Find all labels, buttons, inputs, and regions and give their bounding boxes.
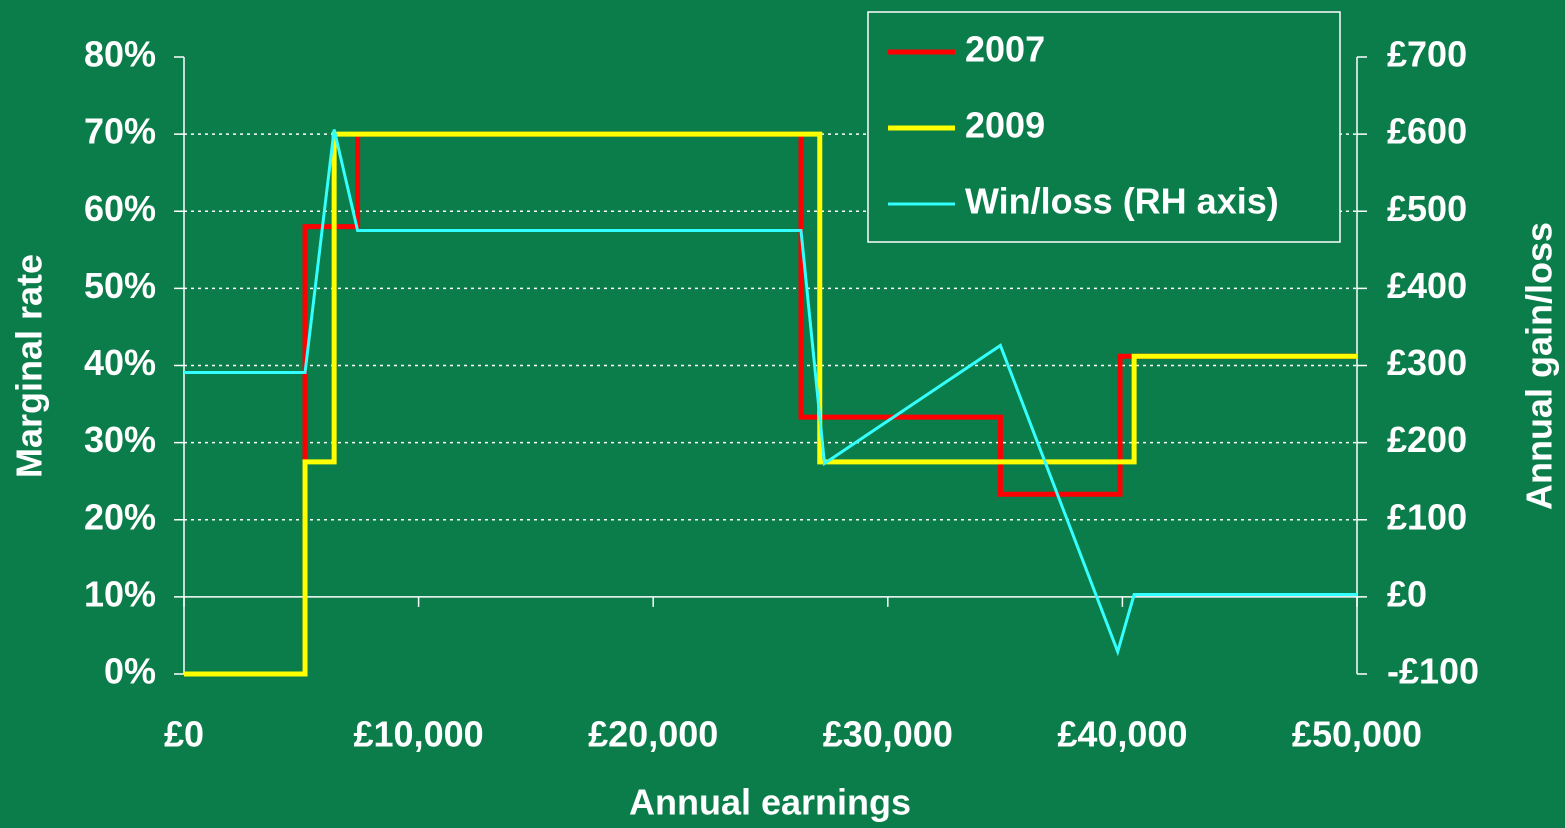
- y-tick-label: 0%: [104, 651, 156, 692]
- x-tick-label: £0: [164, 714, 204, 755]
- x-tick-label: £20,000: [588, 714, 718, 755]
- series-line: [184, 131, 1357, 677]
- x-tick-label: £10,000: [354, 714, 484, 755]
- y2-tick-label: £300: [1387, 342, 1467, 383]
- y2-tick-label: £600: [1387, 111, 1467, 152]
- legend-label: Win/loss (RH axis): [965, 181, 1279, 222]
- y-tick-label: 30%: [84, 419, 156, 460]
- y2-tick-label: -£100: [1387, 651, 1479, 692]
- x-tick-label: £30,000: [823, 714, 953, 755]
- y2-tick-label: £500: [1387, 188, 1467, 229]
- y-tick-label: 20%: [84, 496, 156, 537]
- y2-tick-label: £0: [1387, 573, 1427, 614]
- y-tick-label: 50%: [84, 265, 156, 306]
- y-tick-label: 10%: [84, 573, 156, 614]
- series-line: [184, 131, 1357, 677]
- x-tick-label: £50,000: [1292, 714, 1422, 755]
- y2-tick-label: £700: [1387, 34, 1467, 75]
- y2-axis-label: Annual gain/loss: [1519, 222, 1560, 510]
- y-tick-label: 40%: [84, 342, 156, 383]
- series-line: [184, 129, 1357, 657]
- legend-label: 2009: [965, 105, 1045, 146]
- y-axis-label: Marginal rate: [9, 254, 50, 478]
- x-tick-label: £40,000: [1057, 714, 1187, 755]
- x-axis-label: Annual earnings: [629, 782, 911, 823]
- y2-tick-label: £400: [1387, 265, 1467, 306]
- y2-tick-label: £100: [1387, 496, 1467, 537]
- legend-label: 2007: [965, 29, 1045, 70]
- y-tick-label: 80%: [84, 34, 156, 75]
- y-tick-label: 70%: [84, 111, 156, 152]
- y-tick-label: 60%: [84, 188, 156, 229]
- y2-tick-label: £200: [1387, 419, 1467, 460]
